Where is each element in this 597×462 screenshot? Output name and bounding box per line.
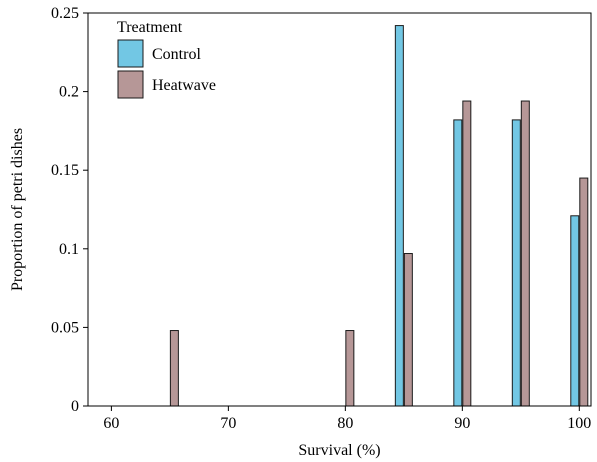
- y-tick-label: 0: [71, 398, 79, 415]
- y-tick-label: 0.05: [51, 319, 79, 336]
- y-tick-label: 0.1: [59, 241, 79, 258]
- x-tick-label: 70: [220, 415, 236, 432]
- x-axis: 60 70 80 90 100: [103, 406, 591, 432]
- x-tick-label: 90: [454, 415, 470, 432]
- bar-heatwave-95: [520, 100, 530, 407]
- bar-heatwave-80: [345, 330, 355, 407]
- bar-heatwave-100: [579, 177, 589, 407]
- y-tick-label: 0.2: [59, 84, 79, 101]
- bar-control-85: [394, 25, 404, 407]
- legend-swatch-heatwave: [117, 70, 144, 99]
- bar-heatwave-85: [403, 253, 413, 407]
- bars-layer: [169, 25, 589, 407]
- bar-heatwave-65: [169, 330, 179, 407]
- y-axis: 0 0.05 0.1 0.15 0.2 0.25: [51, 5, 88, 415]
- bar-heatwave-90: [462, 100, 472, 407]
- plot-frame: [87, 12, 592, 407]
- y-tick-label: 0.25: [51, 5, 79, 22]
- y-axis-label: Proportion of petri dishes: [9, 128, 26, 291]
- legend-label-heatwave: Heatwave: [152, 77, 216, 94]
- bar-control-95: [511, 119, 521, 407]
- legend-title: Treatment: [117, 19, 183, 36]
- x-tick-label: 100: [567, 415, 591, 432]
- x-tick-label: 80: [337, 415, 353, 432]
- x-tick-label: 60: [103, 415, 119, 432]
- legend-label-control: Control: [152, 46, 201, 63]
- y-tick-label: 0.15: [51, 162, 79, 179]
- bar-control-100: [570, 215, 580, 407]
- bar-control-90: [453, 119, 463, 407]
- legend: Treatment Control Heatwave: [117, 19, 216, 99]
- legend-swatch-control: [117, 39, 144, 68]
- x-axis-label: Survival (%): [298, 442, 380, 459]
